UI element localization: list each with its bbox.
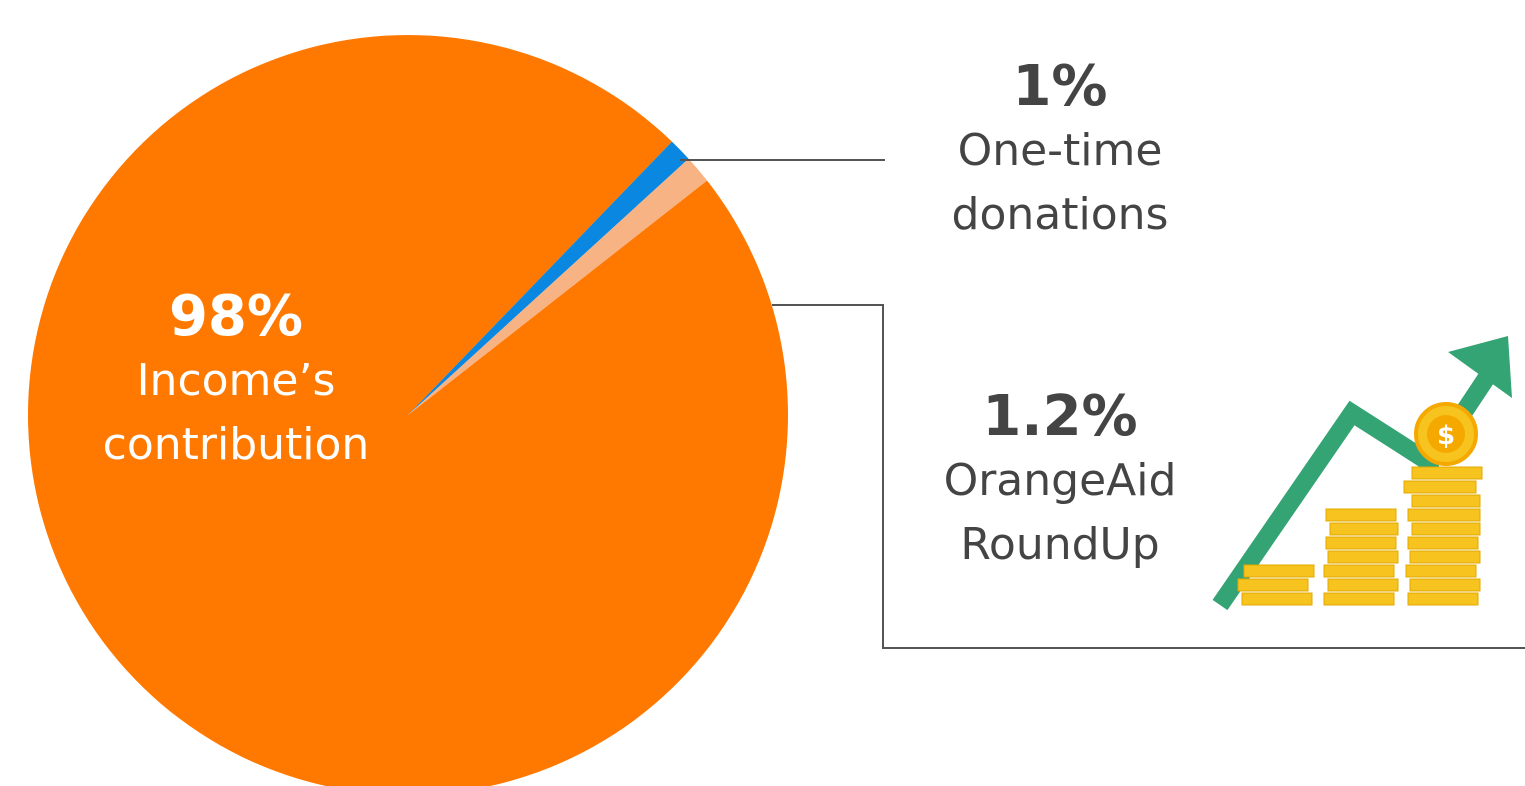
slice-label: 98%Income’s contribution (66, 285, 406, 477)
category-label: OrangeAid RoundUp (905, 449, 1215, 577)
category-label: One-time donations (905, 119, 1215, 247)
growth-icon: $ (1220, 336, 1512, 605)
value-label: 1% (905, 55, 1215, 119)
page: $ 98%Income’s contribution 1%One-time don… (0, 0, 1525, 786)
value-label: 1.2% (905, 385, 1215, 449)
slice-label: 1.2%OrangeAid RoundUp (905, 385, 1215, 577)
category-label: Income’s contribution (66, 349, 406, 477)
slice-label: 1%One-time donations (905, 55, 1215, 247)
svg-text:$: $ (1437, 421, 1455, 451)
value-label: 98% (66, 285, 406, 349)
